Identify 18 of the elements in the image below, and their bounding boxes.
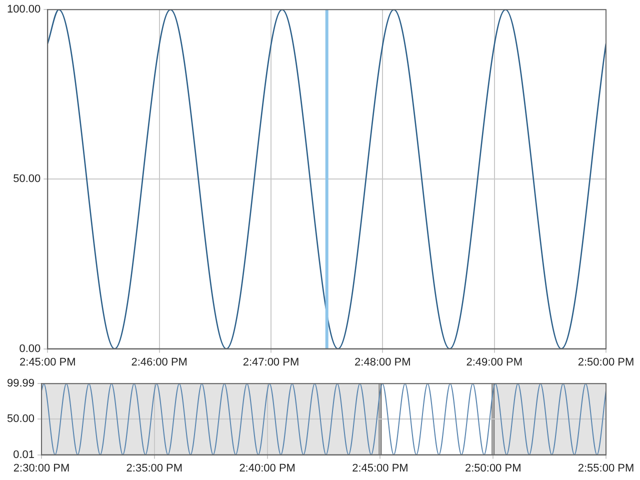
x-tick-label: 2:48:00 PM (354, 356, 411, 368)
y-tick-label: 0.01 (13, 448, 35, 461)
y-tick-label: 99.99 (6, 378, 35, 390)
x-tick-label: 2:45:00 PM (20, 356, 76, 368)
x-tick-label: 2:50:00 PM (464, 462, 522, 474)
y-tick-label: 0.00 (19, 342, 41, 355)
x-tick-label: 2:49:00 PM (466, 356, 522, 368)
x-tick-label: 2:40:00 PM (239, 462, 296, 474)
x-tick-label: 2:50:00 PM (578, 356, 634, 368)
y-tick-label: 50.00 (13, 173, 41, 186)
y-tick-label: 100.00 (6, 4, 41, 16)
x-tick-label: 2:46:00 PM (131, 356, 188, 368)
x-tick-label: 2:47:00 PM (242, 356, 300, 368)
y-tick-label: 50.00 (6, 413, 35, 426)
x-tick-label: 2:45:00 PM (352, 462, 408, 474)
x-tick-label: 2:55:00 PM (578, 462, 634, 474)
x-tick-label: 2:30:00 PM (13, 462, 70, 474)
x-tick-label: 2:35:00 PM (126, 462, 183, 474)
